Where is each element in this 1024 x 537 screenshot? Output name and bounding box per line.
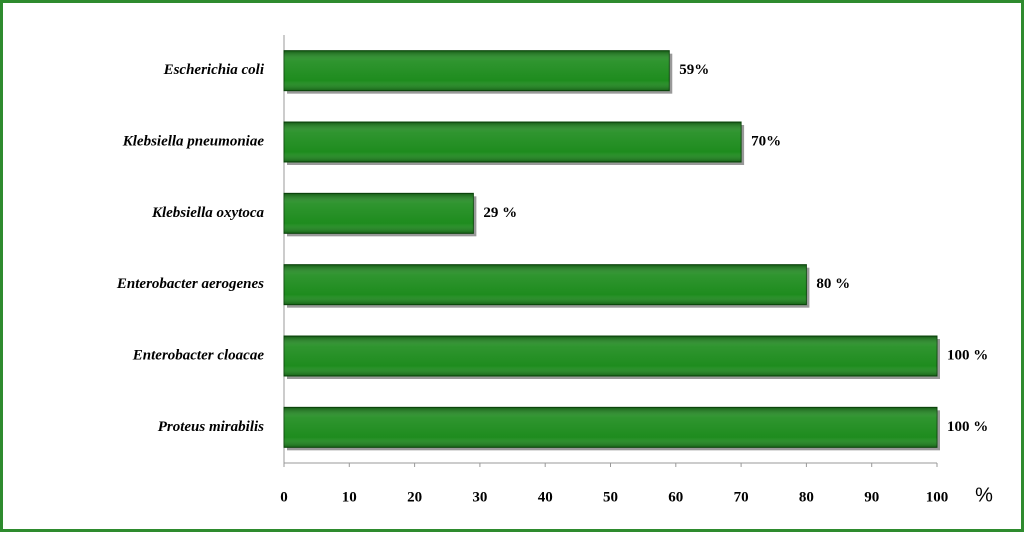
- bar-shade: [284, 193, 474, 234]
- y-tick-label: Enterobacter cloacae: [132, 347, 265, 363]
- value-label: 70%: [751, 133, 781, 149]
- bar-shade: [284, 50, 670, 91]
- x-tick-label: 10: [342, 489, 357, 505]
- y-tick-label: Klebsiella oxytoca: [151, 205, 265, 221]
- x-axis-label: %: [975, 484, 993, 506]
- value-label: 100 %: [947, 419, 988, 435]
- x-tick-label: 70: [734, 489, 749, 505]
- x-tick-label: 40: [538, 489, 553, 505]
- x-tick-label: 50: [603, 489, 618, 505]
- x-tick-label: 80: [799, 489, 814, 505]
- bar-shade: [284, 336, 937, 376]
- x-tick-label: 20: [407, 489, 422, 505]
- value-label: 80 %: [816, 276, 850, 292]
- x-tick-label: 60: [668, 489, 683, 505]
- y-tick-label: Klebsiella pneumoniae: [122, 133, 265, 149]
- bar-shade: [284, 407, 937, 448]
- y-tick-label: Enterobacter aerogenes: [116, 276, 264, 292]
- bar-shade: [284, 122, 742, 162]
- y-tick-label: Proteus mirabilis: [158, 419, 264, 435]
- x-tick-label: 0: [280, 489, 288, 505]
- value-label: 100 %: [947, 347, 988, 363]
- x-tick-label: 100: [926, 489, 949, 505]
- bar-shade: [284, 264, 807, 305]
- value-label: 29 %: [483, 205, 517, 221]
- y-tick-label: Escherichia coli: [163, 62, 265, 78]
- value-label: 59%: [679, 62, 709, 78]
- x-tick-label: 30: [472, 489, 487, 505]
- x-tick-label: 90: [864, 489, 879, 505]
